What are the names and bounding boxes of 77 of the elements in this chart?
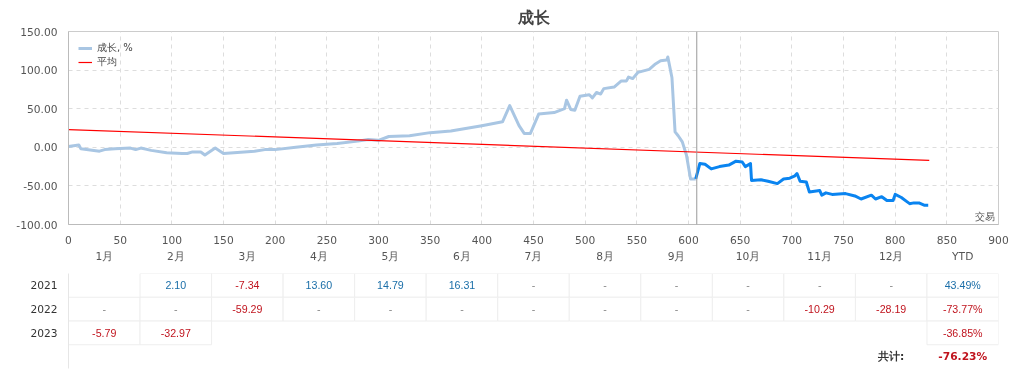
x-axis-title: 交易 xyxy=(974,210,995,222)
x-tick-label: 1月 xyxy=(95,249,114,263)
x-tick-label: 450 xyxy=(523,233,544,247)
x-tick-label: 800 xyxy=(885,233,906,247)
x-tick-label: 650 xyxy=(730,233,751,247)
y-tick-label: 2021 xyxy=(30,279,58,293)
text: - xyxy=(746,279,750,292)
data-label: -32.97 xyxy=(160,326,191,339)
data-label: -73.77% xyxy=(942,303,984,316)
text: - xyxy=(531,303,536,316)
text: - xyxy=(531,279,536,292)
data-label: 13.60 xyxy=(305,279,333,292)
x-tick-label: 750 xyxy=(833,233,854,247)
data-label: 16.31 xyxy=(448,279,476,292)
data-label: 2.10 xyxy=(165,279,187,292)
x-tick-label: 5月 xyxy=(381,249,400,263)
x-tick-label: 2月 xyxy=(166,249,185,263)
text: - xyxy=(746,303,750,316)
x-tick-label: 9月 xyxy=(667,249,686,263)
x-tick-label: YTD xyxy=(951,249,974,263)
x-tick-label: 3月 xyxy=(238,249,257,263)
annotation: 共计: xyxy=(877,350,905,364)
annotation: -76.23% xyxy=(938,350,988,364)
data-label: -10.29 xyxy=(804,303,835,316)
x-tick-label: 10月 xyxy=(735,249,761,263)
x-tick-label: 12月 xyxy=(878,249,904,263)
x-tick-label: 8月 xyxy=(596,249,614,263)
x-tick-label: 400 xyxy=(471,233,493,247)
data-label: -5.79 xyxy=(92,326,117,339)
y-tick-label: 150.00 xyxy=(20,25,58,39)
data-label: -28.19 xyxy=(876,303,907,316)
text: - xyxy=(102,303,107,316)
data-label: -59.29 xyxy=(232,303,263,316)
x-tick-label: 850 xyxy=(936,233,958,247)
x-tick-label: 0 xyxy=(65,233,73,247)
chart-title: 成长 xyxy=(516,7,551,27)
x-tick-label: 600 xyxy=(678,233,699,247)
x-tick-label: 500 xyxy=(575,233,596,247)
y-tick-label: 100.00 xyxy=(20,64,58,78)
y-tick-label: 2023 xyxy=(30,326,58,340)
x-tick-label: 50 xyxy=(113,233,128,247)
text: - xyxy=(674,279,679,292)
legend-label: 成长, % xyxy=(97,41,133,55)
y-tick-label: 50.00 xyxy=(26,102,58,116)
data-label: 43.49% xyxy=(944,279,982,292)
x-tick-label: 200 xyxy=(265,233,286,247)
text: - xyxy=(317,303,321,316)
data-label: -7.34 xyxy=(235,279,260,292)
x-tick-label: 6月 xyxy=(453,249,471,263)
y-tick-label: 0.00 xyxy=(33,141,58,155)
x-tick-label: 100 xyxy=(161,233,183,247)
x-tick-label: 900 xyxy=(988,233,1009,247)
text: - xyxy=(603,279,607,292)
x-tick-label: 550 xyxy=(626,233,648,247)
text: - xyxy=(603,303,607,316)
x-tick-label: 4月 xyxy=(309,249,328,263)
text: - xyxy=(174,303,178,316)
line-series xyxy=(68,55,698,181)
data-label: -36.85% xyxy=(942,326,984,339)
x-tick-label: 7月 xyxy=(524,249,543,263)
x-tick-label: 350 xyxy=(420,233,441,247)
x-tick-label: 150 xyxy=(213,233,234,247)
data-label: 14.79 xyxy=(377,279,404,292)
line-series xyxy=(694,159,930,207)
text: - xyxy=(388,303,393,316)
x-tick-label: 300 xyxy=(368,233,389,247)
text: - xyxy=(460,303,464,316)
text: - xyxy=(889,279,893,292)
y-tick-label: -50.00 xyxy=(23,179,58,193)
text: - xyxy=(817,279,822,292)
x-tick-label: 700 xyxy=(781,233,803,247)
text: - xyxy=(674,303,679,316)
legend-label: 平均 xyxy=(97,55,117,69)
x-tick-label: 11月 xyxy=(807,249,832,263)
y-tick-label: 2022 xyxy=(30,303,58,317)
y-tick-label: -100.00 xyxy=(16,218,58,232)
x-tick-label: 250 xyxy=(316,233,338,247)
